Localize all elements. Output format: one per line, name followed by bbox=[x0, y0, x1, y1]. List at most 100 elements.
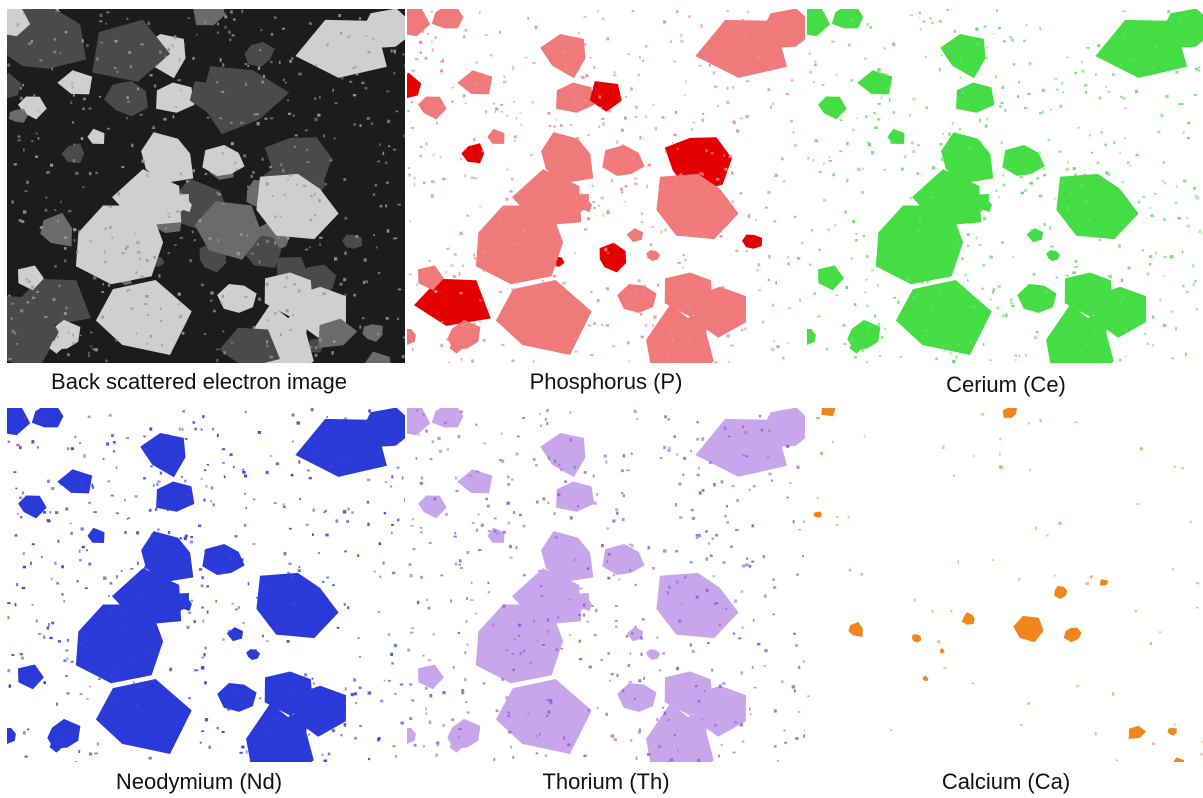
speckle bbox=[952, 122, 954, 125]
speckle bbox=[476, 471, 479, 473]
speckle bbox=[331, 426, 333, 428]
speckle bbox=[298, 289, 301, 292]
speckle bbox=[141, 275, 144, 278]
speckle bbox=[313, 682, 315, 684]
speckle bbox=[606, 560, 608, 562]
speckle bbox=[95, 172, 98, 174]
speckle bbox=[794, 144, 797, 147]
map-image bbox=[407, 9, 805, 363]
speckle bbox=[635, 626, 637, 628]
speckle bbox=[622, 689, 625, 692]
speckle bbox=[122, 733, 124, 736]
speckle bbox=[212, 503, 215, 506]
speckle bbox=[1010, 298, 1012, 301]
speckle bbox=[1163, 256, 1166, 258]
speckle bbox=[127, 96, 129, 99]
speckle bbox=[710, 555, 713, 557]
speckle bbox=[1018, 578, 1020, 581]
speckle bbox=[184, 44, 186, 46]
speckle bbox=[583, 755, 586, 757]
speckle bbox=[1044, 223, 1046, 226]
speckle bbox=[315, 64, 317, 66]
speckle bbox=[852, 18, 854, 21]
speckle bbox=[819, 249, 821, 251]
speckle bbox=[1121, 224, 1124, 226]
speckle bbox=[596, 493, 598, 495]
speckle bbox=[168, 722, 170, 724]
speckle bbox=[854, 356, 857, 359]
speckle bbox=[574, 466, 576, 469]
speckle bbox=[677, 750, 679, 752]
speckle bbox=[272, 195, 274, 197]
speckle bbox=[598, 126, 600, 128]
speckle bbox=[907, 278, 910, 281]
speckle bbox=[850, 338, 853, 341]
speckle bbox=[1036, 331, 1039, 333]
speckle bbox=[28, 43, 31, 45]
speckle bbox=[462, 324, 465, 326]
speckle bbox=[454, 536, 457, 538]
speckle bbox=[594, 501, 597, 504]
speckle bbox=[606, 324, 609, 326]
speckle bbox=[359, 687, 362, 689]
speckle bbox=[814, 64, 817, 66]
speckle bbox=[826, 347, 829, 350]
speckle bbox=[50, 164, 53, 167]
speckle bbox=[154, 719, 156, 722]
speckle bbox=[8, 441, 10, 443]
speckle bbox=[157, 481, 160, 483]
speckle bbox=[608, 553, 611, 556]
speckle bbox=[402, 53, 404, 55]
speckle bbox=[283, 503, 285, 505]
speckle bbox=[90, 332, 92, 334]
speckle bbox=[823, 199, 826, 202]
speckle bbox=[731, 171, 733, 174]
speckle bbox=[409, 274, 412, 276]
speckle bbox=[251, 253, 254, 255]
speckle bbox=[1123, 97, 1126, 99]
speckle bbox=[1039, 112, 1042, 114]
panel-label: Phosphorus (P) bbox=[407, 369, 805, 395]
speckle bbox=[687, 338, 690, 341]
speckle bbox=[1173, 723, 1175, 725]
speckle bbox=[890, 141, 892, 144]
speckle bbox=[268, 708, 270, 710]
speckle bbox=[467, 644, 469, 646]
speckle bbox=[246, 750, 248, 753]
speckle bbox=[835, 294, 838, 296]
speckle bbox=[1074, 266, 1077, 268]
speckle bbox=[514, 140, 516, 142]
speckle bbox=[529, 662, 532, 664]
speckle bbox=[61, 593, 63, 595]
speckle bbox=[1144, 333, 1146, 335]
speckle bbox=[433, 633, 435, 635]
speckle bbox=[95, 348, 98, 351]
speckle bbox=[602, 122, 605, 125]
speckle bbox=[721, 744, 723, 746]
speckle bbox=[652, 325, 654, 327]
speckle bbox=[1081, 70, 1084, 73]
speckle bbox=[240, 122, 243, 124]
speckle bbox=[312, 678, 314, 680]
speckle bbox=[1119, 151, 1121, 154]
speckle bbox=[178, 499, 180, 501]
speckle bbox=[607, 252, 609, 254]
speckle bbox=[1075, 260, 1078, 262]
speckle bbox=[626, 635, 628, 637]
speckle bbox=[601, 197, 604, 200]
speckle bbox=[425, 57, 428, 60]
speckle bbox=[702, 303, 704, 306]
speckle bbox=[967, 245, 969, 247]
speckle bbox=[151, 681, 153, 684]
speckle bbox=[734, 721, 737, 723]
speckle bbox=[296, 184, 298, 186]
speckle bbox=[274, 718, 277, 721]
speckle bbox=[698, 467, 700, 470]
speckle bbox=[791, 79, 793, 81]
speckle bbox=[848, 43, 851, 46]
speckle bbox=[978, 69, 980, 71]
speckle bbox=[167, 509, 169, 511]
speckle bbox=[560, 468, 562, 471]
speckle bbox=[259, 49, 261, 51]
speckle bbox=[11, 654, 14, 656]
